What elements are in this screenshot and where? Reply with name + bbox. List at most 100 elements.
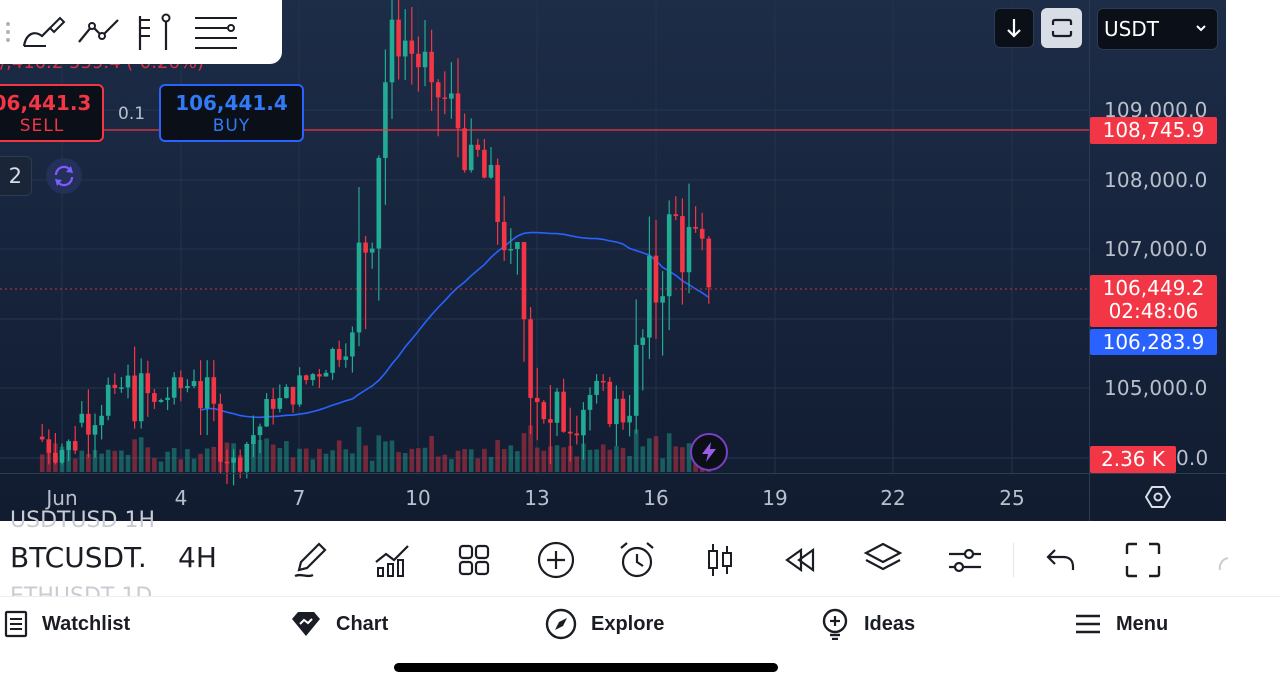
volume-bar bbox=[178, 459, 184, 472]
refresh-icon[interactable] bbox=[46, 158, 82, 194]
candle-body bbox=[125, 375, 131, 388]
tab-chart[interactable]: Chart bbox=[290, 596, 388, 652]
candle-body bbox=[462, 128, 467, 171]
currency-select[interactable]: USDT bbox=[1097, 8, 1218, 50]
settings-sliders-icon[interactable] bbox=[943, 538, 987, 582]
chart-area[interactable]: 109,000.0 108,000.0 107,000.0 105,000.0 … bbox=[0, 0, 1226, 521]
add-icon[interactable] bbox=[534, 538, 578, 582]
tab-ideas[interactable]: Ideas bbox=[820, 596, 915, 652]
watchlist-ghost-prev[interactable]: USDTUSD 1H bbox=[10, 508, 155, 533]
last-price-tag: 106,449.2 02:48:06 bbox=[1090, 275, 1217, 327]
candle-body bbox=[627, 415, 632, 423]
volume-bar bbox=[350, 453, 355, 472]
indicators-icon[interactable] bbox=[370, 538, 414, 582]
volume-bar bbox=[521, 433, 527, 472]
price-tick: 107,000.0 bbox=[1104, 237, 1208, 261]
volume-bar bbox=[165, 451, 170, 472]
volume-bar bbox=[429, 435, 434, 472]
volume-bar bbox=[336, 440, 342, 472]
candle-body bbox=[488, 164, 494, 178]
order-quantity[interactable]: 0.1 bbox=[118, 104, 146, 124]
candle-body bbox=[303, 375, 309, 381]
volume-bar bbox=[508, 445, 514, 472]
volume-bar bbox=[666, 433, 672, 472]
volume-bar bbox=[383, 441, 388, 472]
scroll-to-latest-button[interactable] bbox=[994, 8, 1034, 48]
tab-explore[interactable]: Explore bbox=[545, 596, 664, 652]
candle-body bbox=[416, 53, 421, 68]
home-indicator bbox=[394, 663, 778, 672]
drag-handle-icon[interactable] bbox=[2, 17, 14, 47]
candle-body bbox=[680, 216, 685, 273]
volume-bar bbox=[462, 449, 467, 472]
trend-line-icon[interactable] bbox=[74, 7, 126, 57]
volume-bar bbox=[501, 448, 507, 472]
counter-badge[interactable]: 2 bbox=[0, 156, 32, 196]
volume-bar bbox=[270, 444, 276, 472]
volume-bar bbox=[277, 448, 283, 472]
volume-bar bbox=[198, 453, 203, 472]
volume-bar bbox=[435, 456, 441, 472]
date-tick: 16 bbox=[643, 486, 669, 510]
volume-bar bbox=[534, 447, 540, 472]
candle-body bbox=[449, 93, 454, 99]
buy-button[interactable]: 106,441.4 BUY bbox=[159, 84, 304, 142]
horizontal-line-price-tag[interactable]: 108,745.9 bbox=[1090, 117, 1217, 144]
tab-label: Menu bbox=[1116, 612, 1169, 635]
current-symbol[interactable]: BTCUSDT. bbox=[10, 541, 147, 574]
candle-body bbox=[336, 348, 342, 360]
replay-icon[interactable] bbox=[779, 538, 823, 582]
candle-body bbox=[548, 419, 553, 423]
candles-icon[interactable] bbox=[698, 538, 742, 582]
templates-list-icon[interactable] bbox=[186, 7, 246, 57]
price-tick: 108,000.0 bbox=[1104, 168, 1208, 192]
alert-icon[interactable] bbox=[615, 538, 659, 582]
volume-bar bbox=[600, 444, 606, 472]
undo-icon[interactable] bbox=[1039, 538, 1083, 582]
candle-body bbox=[330, 348, 335, 373]
candle-body bbox=[383, 82, 388, 158]
volume-bar bbox=[251, 443, 256, 472]
candle-body bbox=[482, 149, 487, 178]
sell-button[interactable]: 06,441.3 SELL bbox=[0, 84, 104, 142]
volume-bar bbox=[614, 445, 619, 472]
sell-label: SELL bbox=[19, 116, 65, 136]
fullscreen-icon[interactable] bbox=[1121, 538, 1165, 582]
volume-bar bbox=[660, 458, 665, 472]
candle-body bbox=[244, 443, 250, 472]
layers-icon[interactable] bbox=[861, 538, 905, 582]
tab-watchlist[interactable]: Watchlist bbox=[4, 596, 130, 652]
fib-tool-icon[interactable] bbox=[130, 7, 182, 57]
volume-bar bbox=[620, 447, 626, 472]
volume-bar bbox=[125, 454, 131, 472]
volume-bar bbox=[257, 440, 263, 472]
volume-bar bbox=[541, 450, 547, 472]
chart-settings-hex-icon[interactable] bbox=[1144, 483, 1172, 511]
tab-menu[interactable]: Menu bbox=[1074, 596, 1168, 652]
volume-bar bbox=[171, 447, 177, 472]
more-icon[interactable] bbox=[1214, 552, 1234, 572]
candle-body bbox=[508, 249, 514, 251]
candle-body bbox=[633, 344, 639, 416]
volume-bar bbox=[594, 449, 599, 472]
candle-body bbox=[673, 214, 679, 217]
candle-body bbox=[53, 452, 58, 463]
candle-body bbox=[119, 387, 124, 389]
current-timeframe[interactable]: 4H bbox=[178, 541, 217, 574]
candle-body bbox=[152, 393, 157, 402]
candle-body bbox=[706, 238, 712, 288]
candle-body bbox=[204, 377, 210, 409]
lightning-icon[interactable] bbox=[690, 433, 728, 471]
brush-tool-icon[interactable] bbox=[18, 7, 70, 57]
layouts-icon[interactable] bbox=[452, 538, 496, 582]
candle-body bbox=[224, 461, 230, 464]
candle-body bbox=[86, 413, 91, 435]
price-chart[interactable] bbox=[0, 0, 1226, 521]
candle-body bbox=[581, 409, 586, 436]
candle-body bbox=[112, 384, 118, 388]
volume-bar bbox=[409, 448, 415, 472]
chart-mode-button[interactable] bbox=[1041, 8, 1082, 48]
pencil-icon[interactable] bbox=[289, 538, 333, 582]
candle-body bbox=[369, 248, 375, 253]
candle-body bbox=[66, 441, 71, 450]
